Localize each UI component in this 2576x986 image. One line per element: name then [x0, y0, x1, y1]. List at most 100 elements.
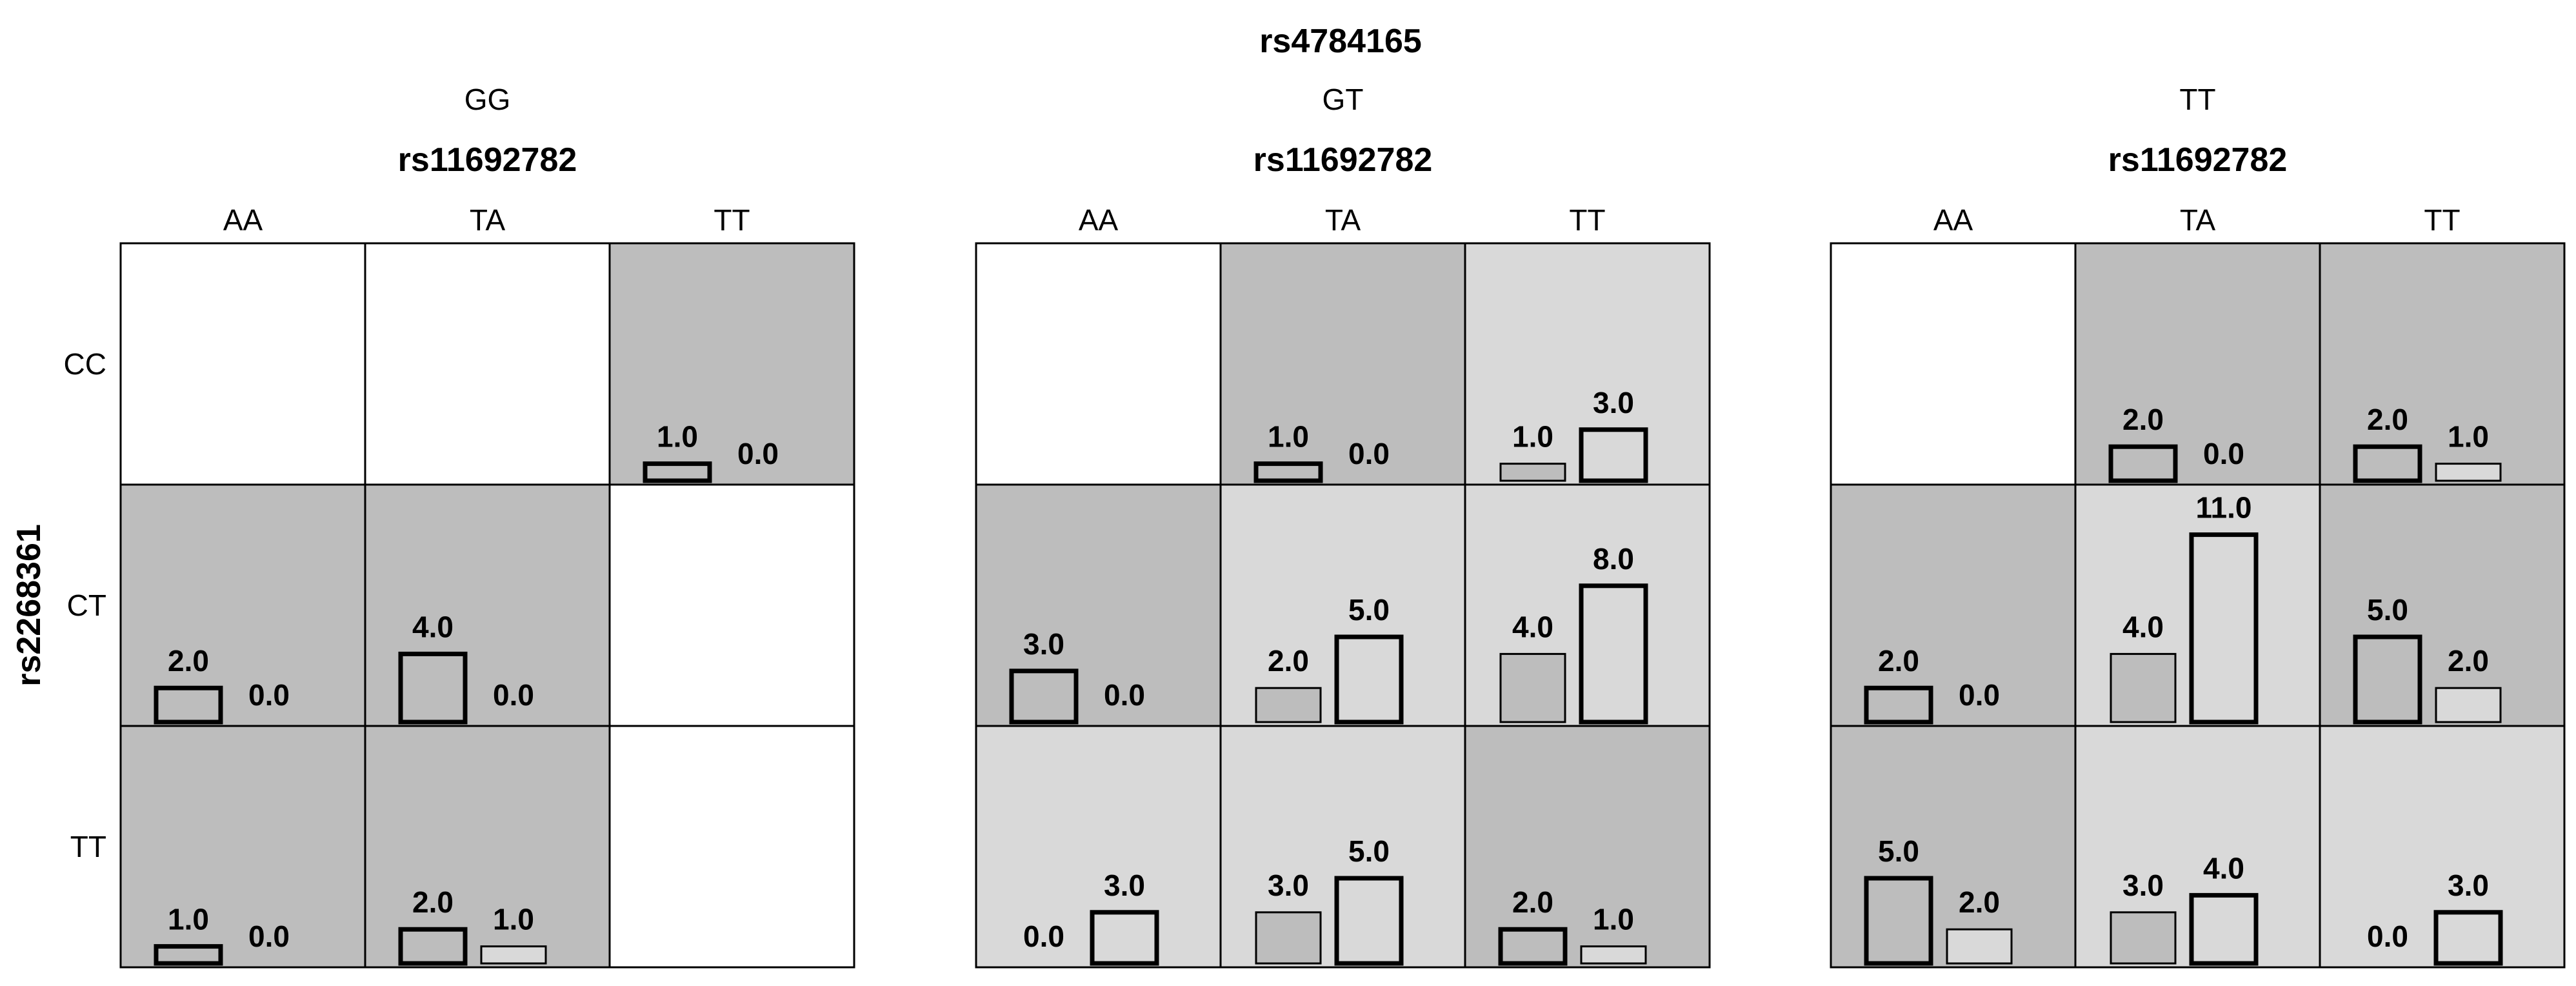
panels: GG rs11692782 AA TA TT 1.0 0.0 2.0 0.0 4.0 0.0 1.0 0… [64, 83, 2566, 969]
cell: 2.0 0.0 [2074, 242, 2321, 486]
data-label: 1.0 [493, 903, 534, 936]
data-label: 0.0 [1348, 437, 1390, 470]
bar [1580, 945, 1647, 965]
data-label: 3.0 [1104, 869, 1145, 902]
data-label: 3.0 [1023, 627, 1064, 661]
data-label: 3.0 [2448, 869, 2489, 902]
chart-title: rs4784165 [1259, 23, 1422, 60]
column-level-aa: AA [223, 203, 263, 237]
bar [2110, 652, 2177, 723]
data-label: 3.0 [2122, 869, 2164, 902]
cell-background [1830, 483, 2077, 727]
data-label: 2.0 [412, 885, 454, 919]
bar [1090, 910, 1159, 966]
data-label: 0.0 [737, 437, 779, 470]
data-label: 0.0 [493, 678, 534, 712]
panel-gt: GT rs11692782 AA TA TT 1.0 0.0 1.0 3.0 3.0 0.0 2.0 5… [975, 83, 1711, 969]
column-level-aa: AA [1079, 203, 1119, 237]
column-level-ta: TA [2180, 203, 2216, 237]
bar [2435, 463, 2502, 482]
data-label: 3.0 [1593, 386, 1634, 419]
bar [1499, 463, 1566, 482]
cell: 3.0 4.0 [2074, 725, 2321, 969]
bar [154, 685, 223, 725]
panel-tt: TT rs11692782 AA TA TT 2.0 0.0 2.0 1.0 2.0 0.0 4.0 1… [1830, 83, 2566, 969]
column-variable-label: rs11692782 [398, 141, 577, 179]
column-level-aa: AA [1933, 203, 1973, 237]
data-label: 2.0 [2448, 644, 2489, 678]
row-level-ct: CT [67, 589, 106, 622]
bar [398, 927, 468, 966]
row-level-cc: CC [64, 347, 106, 381]
cell [1830, 242, 2077, 486]
data-label: 4.0 [2203, 851, 2244, 885]
data-label: 5.0 [1878, 834, 1919, 868]
column-level-ta: TA [1325, 203, 1361, 237]
cell-background [608, 483, 855, 727]
data-label: 5.0 [1348, 593, 1390, 627]
data-label: 2.0 [1268, 644, 1309, 678]
bar [2433, 910, 2503, 966]
data-label: 1.0 [168, 903, 209, 936]
bar [1579, 427, 1648, 483]
data-label: 3.0 [1268, 869, 1309, 902]
data-label: 0.0 [248, 920, 290, 953]
bar [1253, 461, 1323, 483]
cell: 4.0 8.0 [1464, 483, 1711, 727]
bar [2110, 911, 2177, 965]
bar [2353, 634, 2422, 725]
bar [1579, 583, 1648, 725]
data-label: 2.0 [2367, 403, 2408, 436]
bar [1499, 652, 1566, 723]
data-label: 5.0 [1348, 834, 1390, 868]
data-label: 4.0 [2122, 610, 2164, 643]
bar [1009, 669, 1079, 725]
cell: 2.0 1.0 [364, 725, 611, 969]
data-label: 4.0 [1512, 610, 1553, 643]
data-label: 1.0 [1593, 903, 1634, 936]
cell: 1.0 0.0 [119, 725, 366, 969]
bar [2435, 687, 2502, 723]
cell: 1.0 3.0 [1464, 242, 1711, 486]
cell: 1.0 0.0 [608, 242, 855, 486]
cell: 2.0 0.0 [1830, 483, 2077, 727]
data-label: 5.0 [2367, 593, 2408, 627]
panel-level-label: TT [2179, 83, 2215, 116]
cell-background [1830, 242, 2077, 486]
panel-level-label: GT [1323, 83, 1364, 116]
data-label: 2.0 [1512, 885, 1553, 919]
cell-background [119, 242, 366, 486]
cell: 5.0 2.0 [2319, 483, 2566, 727]
bar [480, 945, 547, 965]
cell-background [608, 242, 855, 486]
bar [1864, 876, 1933, 966]
cell-background [2319, 242, 2566, 486]
row-level-tt: TT [70, 830, 106, 863]
cell: 1.0 0.0 [1219, 242, 1466, 486]
data-label: 0.0 [1959, 678, 2000, 712]
data-label: 0.0 [248, 678, 290, 712]
data-label: 0.0 [1023, 920, 1064, 953]
data-label: 0.0 [2367, 920, 2408, 953]
cell: 0.0 3.0 [2319, 725, 2566, 969]
cell: 2.0 1.0 [1464, 725, 1711, 969]
data-label: 1.0 [657, 420, 698, 454]
bar [398, 651, 468, 725]
data-label: 0.0 [1104, 678, 1145, 712]
panel-gg: GG rs11692782 AA TA TT 1.0 0.0 2.0 0.0 4.0 0.0 1.0 0… [119, 83, 855, 969]
data-label: 4.0 [412, 610, 454, 643]
bar [1334, 876, 1404, 966]
cell: 4.0 0.0 [364, 483, 611, 727]
bar [1498, 927, 1568, 966]
cell-background [364, 242, 611, 486]
cell-background [1464, 725, 1711, 969]
bar [1334, 634, 1404, 725]
cell-background [364, 725, 611, 969]
cell [364, 242, 611, 486]
column-variable-label: rs11692782 [2108, 141, 2288, 179]
data-label: 2.0 [1878, 644, 1919, 678]
column-level-tt: TT [1569, 203, 1605, 237]
bar [643, 461, 712, 483]
cell [608, 483, 855, 727]
